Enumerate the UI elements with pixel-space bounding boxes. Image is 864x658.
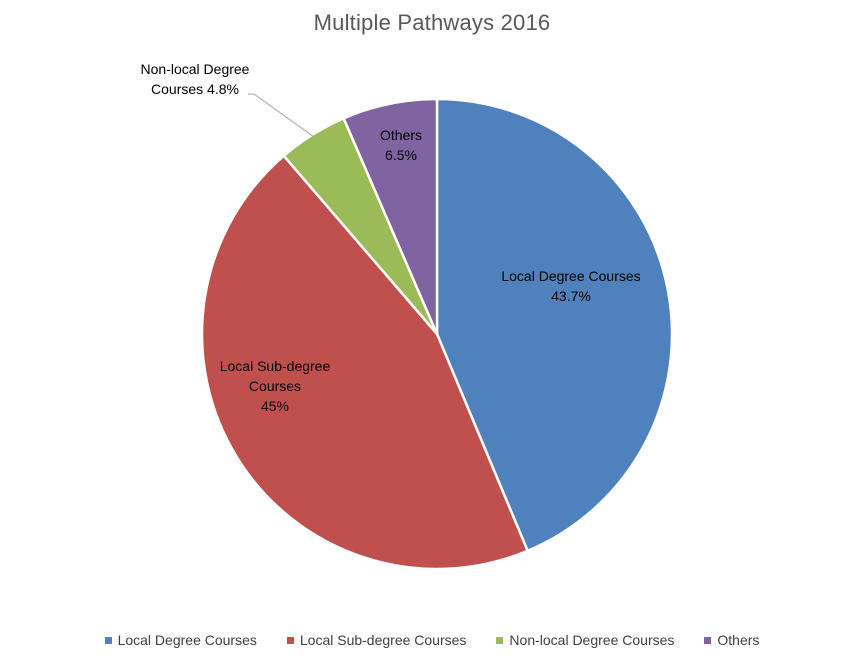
legend-item-others[interactable]: Others [704, 632, 759, 648]
pie-slice-local-sub-degree[interactable] [200, 154, 529, 571]
legend-label: Local Degree Courses [117, 632, 257, 648]
chart-title: Multiple Pathways 2016 [313, 10, 551, 35]
legend-item-non-local-degree[interactable]: Non-local Degree Courses [496, 632, 674, 648]
legend-swatch-others [704, 636, 712, 644]
legend-item-local-sub-degree[interactable]: Local Sub-degree Courses [286, 632, 467, 648]
legend-swatch-local-sub-degree [286, 636, 294, 644]
slice-label-local-sub-degree: Local Sub-degree Courses 45% [220, 358, 331, 414]
legend-swatch-local-degree [104, 636, 112, 644]
leader-line-non-local-degree [248, 93, 314, 137]
pie-slice-local-degree[interactable] [435, 97, 674, 553]
legend-label: Non-local Degree Courses [509, 632, 675, 648]
slice-label-non-local-degree: Non-local Degree Courses 4.8% [141, 61, 250, 97]
legend-label: Local Sub-degree Courses [299, 632, 467, 648]
pie-slice-others[interactable] [342, 97, 439, 336]
pie-slices [200, 97, 674, 571]
legend-item-local-degree[interactable]: Local Degree Courses [104, 632, 257, 648]
slice-label-others: Others 6.5% [380, 127, 422, 163]
legend-swatch-non-local-degree [496, 636, 504, 644]
leader-lines [248, 93, 314, 137]
slice-label-local-degree: Local Degree Courses 43.7% [501, 268, 640, 304]
legend: Local Degree Courses Local Sub-degree Co… [0, 632, 864, 648]
legend-label: Others [717, 632, 760, 648]
slice-labels: Local Degree Courses 43.7% Local Sub-degre… [141, 61, 641, 414]
